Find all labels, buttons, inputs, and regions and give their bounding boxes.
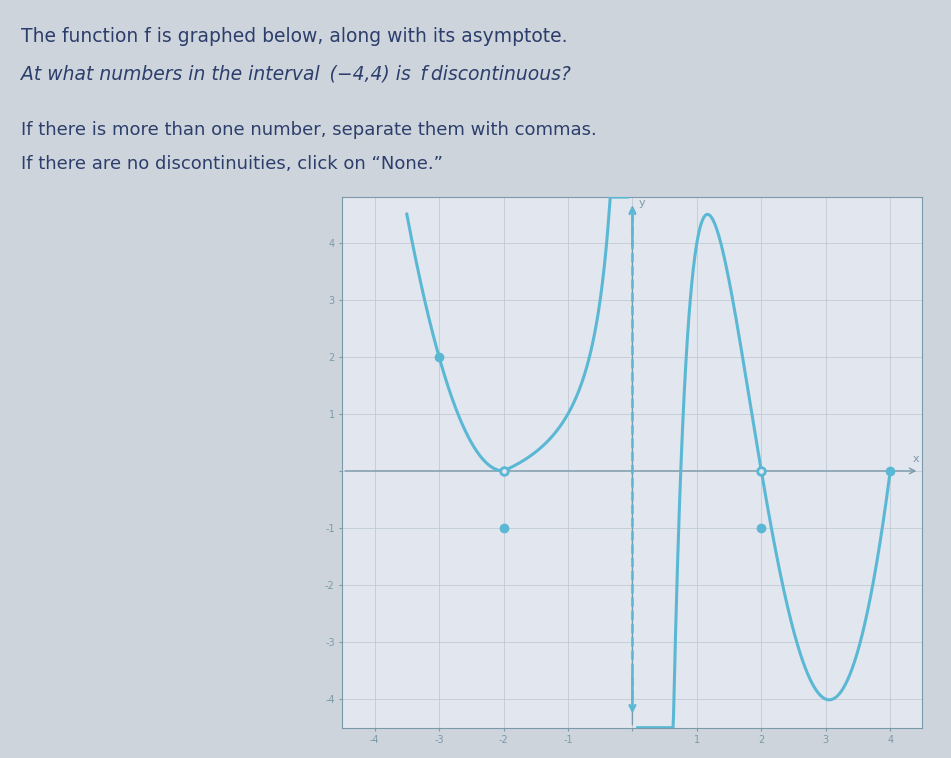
Text: y: y (639, 198, 646, 208)
Text: x: x (913, 454, 920, 465)
Text: If there is more than one number, separate them with commas.: If there is more than one number, separa… (21, 121, 596, 139)
Text: At what numbers in the interval  (−4,4) is  f discontinuous?: At what numbers in the interval (−4,4) i… (21, 64, 571, 83)
Text: The function f is graphed below, along with its asymptote.: The function f is graphed below, along w… (21, 27, 568, 45)
Text: If there are no discontinuities, click on “None.”: If there are no discontinuities, click o… (21, 155, 443, 174)
